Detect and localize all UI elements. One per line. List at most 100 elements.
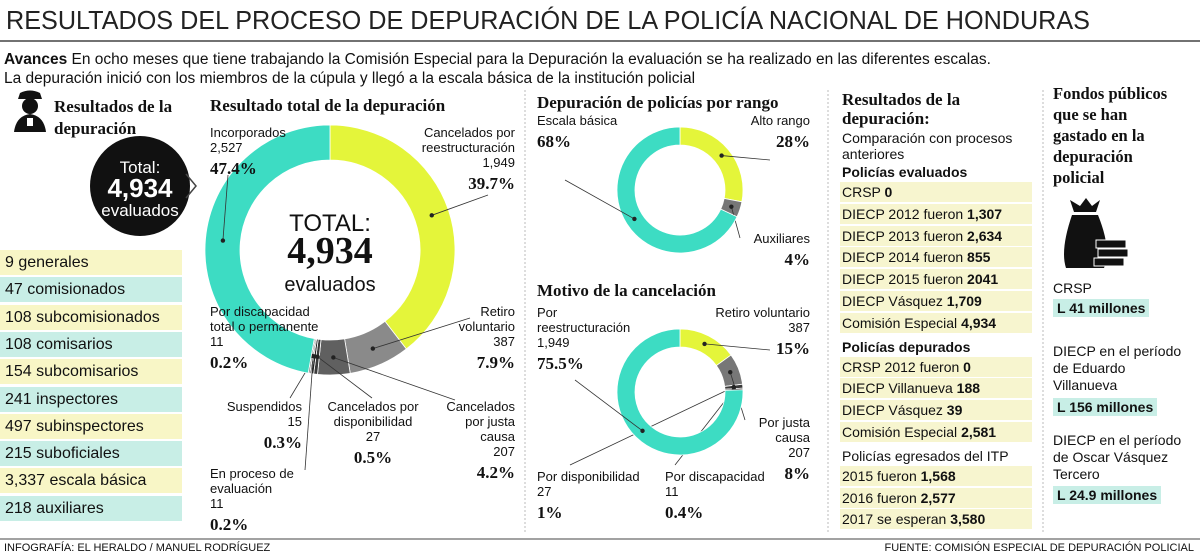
slice-label: Incorporados 2,527 47.4% xyxy=(210,125,320,178)
leader-line xyxy=(304,356,314,471)
rank-row: 154 subcomisarios xyxy=(0,359,182,385)
row-label: CRSP 2012 fueron xyxy=(842,358,960,375)
leader-dot xyxy=(702,341,707,347)
row-value: 188 xyxy=(956,380,981,397)
rank-row: 47 comisionados xyxy=(0,277,182,303)
leader-line xyxy=(569,386,734,466)
funds-amount-box: L 41 millones xyxy=(1053,299,1150,318)
leader-line xyxy=(222,174,229,241)
rank-row: 108 comisarios xyxy=(0,331,182,357)
slice-name: Por reestructuración xyxy=(537,305,631,335)
slice-percent: 68% xyxy=(537,131,571,151)
slice-count: 1,949 xyxy=(537,334,570,350)
row-label: 2015 fueron xyxy=(842,467,917,484)
rank-row: 241 inspectores xyxy=(0,386,182,412)
leader-line xyxy=(704,343,771,351)
slice-label: Retiro voluntario 387 7.9% xyxy=(430,304,515,372)
rank-row: 3,337 escala básica xyxy=(0,468,182,494)
funds-amount: L 24.9 millones xyxy=(1053,486,1162,505)
leader-dot xyxy=(632,216,637,222)
slice-label: Por reestructuración 1,949 75.5% xyxy=(537,305,631,373)
row-label: DIECP Vásquez xyxy=(842,402,943,419)
comparison-row: CRSP 0 xyxy=(840,182,1032,202)
comparison-subtitle: Comparación con procesos anteriores xyxy=(842,130,1013,163)
funds-amount: L 41 millones xyxy=(1053,299,1150,318)
row-value: 1,709 xyxy=(946,293,982,309)
row-value: 4,934 xyxy=(961,314,997,331)
rank-row: 108 subcomisionados xyxy=(0,304,182,330)
funds-amount: L 156 millones xyxy=(1053,398,1158,417)
intro-line: Avances En ocho meses que tiene trabajan… xyxy=(4,51,991,69)
donut-slice xyxy=(329,124,456,350)
slice-name: Alto rango xyxy=(750,113,810,128)
slice-name: Retiro voluntario xyxy=(458,304,515,334)
comparison-row: DIECP 2013 fueron 2,634 xyxy=(840,225,1032,246)
comparison-row: 2016 fueron 2,577 xyxy=(840,487,1032,508)
row-value: 2,577 xyxy=(920,489,956,506)
slice-label: Alto rango 28% xyxy=(700,113,810,151)
police-icon xyxy=(14,90,46,132)
slice-label: Suspendidos 15 0.3% xyxy=(212,399,302,452)
rank-row: 9 generales xyxy=(0,250,182,275)
slice-label: Retiro voluntario 387 15% xyxy=(690,305,810,358)
chart-title: Resultado total de la depuración xyxy=(210,96,446,115)
slice-count: 387 xyxy=(788,319,810,335)
slice-count: 11 xyxy=(665,483,679,499)
slice-label: Por discapacidad 11 0.4% xyxy=(665,469,785,522)
slice-label: Por discapacidad total o permanente 11 0.2… xyxy=(210,304,335,372)
leader-dot xyxy=(331,355,336,360)
slice-label: Cancelados por justa causa 207 4.2% xyxy=(432,399,515,482)
row-label: DIECP 2013 fueron xyxy=(842,227,964,244)
slice-percent: 4.2% xyxy=(476,462,515,482)
rank-row: 218 auxiliares xyxy=(0,495,182,521)
leader-dot xyxy=(429,213,434,218)
slice-count: 15 xyxy=(287,413,302,429)
leader-dot xyxy=(729,204,734,209)
slice-name: Incorporados xyxy=(210,125,286,140)
leader-line xyxy=(333,357,456,401)
leader-dot xyxy=(728,369,733,375)
slice-percent: 15% xyxy=(776,338,810,358)
row-label: DIECP Vásquez xyxy=(842,293,943,309)
slice-name: Suspendidos xyxy=(226,399,302,414)
leader-line xyxy=(372,317,471,349)
slice-name: Escala básica xyxy=(537,113,618,128)
slice-count: 207 xyxy=(788,444,810,460)
slice-name: Auxiliares xyxy=(753,231,810,246)
slice-label: Auxiliares 4% xyxy=(700,231,810,269)
row-value: 1,568 xyxy=(920,467,956,484)
comparison-row: DIECP 2012 fueron 1,307 xyxy=(840,203,1032,224)
row-label: DIECP 2014 fueron xyxy=(842,249,964,266)
row-value: 1,307 xyxy=(967,205,1003,222)
slice-count: 207 xyxy=(493,443,515,459)
slice-percent: 0.3% xyxy=(263,432,302,452)
comparison-row: DIECP Vásquez 1,709 xyxy=(840,291,1032,311)
total-badge xyxy=(90,136,190,236)
donut-slice xyxy=(204,124,331,374)
leader-line xyxy=(564,179,635,220)
comparison-row: 2017 se esperan 3,580 xyxy=(840,509,1032,530)
leader-dot xyxy=(370,346,376,351)
comparison-row: DIECP Villanueva 188 xyxy=(840,378,1032,399)
leader-line xyxy=(574,379,643,432)
slice-count: 27 xyxy=(537,483,552,499)
donut-slice xyxy=(616,328,744,456)
leader-dot xyxy=(220,238,226,243)
leader-line xyxy=(431,194,489,216)
comparison-title: Resultados de la depuración: xyxy=(842,90,961,128)
chevron xyxy=(185,173,197,199)
slice-percent: 47.4% xyxy=(210,158,257,178)
slice-label: Escala básica 68% xyxy=(537,113,657,151)
slice-name: Retiro voluntario xyxy=(715,305,810,320)
comparison-row: DIECP 2014 fueron 855 xyxy=(840,247,1032,268)
comparison-row: 2015 fueron 1,568 xyxy=(840,465,1032,486)
row-value: 39 xyxy=(946,402,963,419)
row-label: CRSP xyxy=(842,184,881,200)
funds-title: Fondos públicos que se han gastado en la… xyxy=(1053,84,1168,187)
slice-count: 27 xyxy=(365,428,381,444)
row-label: 2016 fueron xyxy=(842,489,917,506)
row-value: 2041 xyxy=(967,271,999,288)
slice-name: Por discapacidad xyxy=(665,469,765,484)
